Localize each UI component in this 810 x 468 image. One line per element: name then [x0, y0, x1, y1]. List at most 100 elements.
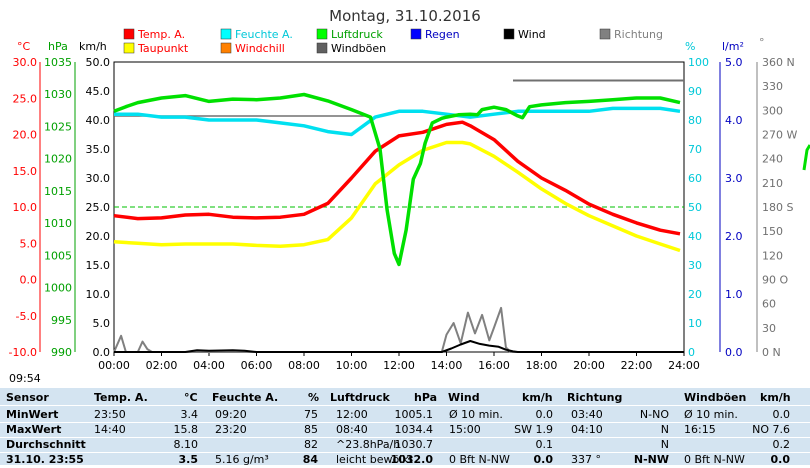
table-cell-temp: 8.10	[173, 438, 199, 451]
direction-tick-label: 60	[762, 298, 776, 311]
legend-swatch	[316, 42, 328, 54]
humidity-tick-label: 10	[688, 317, 702, 330]
table-cell-press: 1034.4	[394, 423, 434, 436]
header-gust-unit: km/h	[760, 391, 791, 404]
legend-swatch	[599, 28, 611, 40]
table-cell-temp_time: 14:40	[94, 423, 126, 436]
legend-swatch	[410, 28, 422, 40]
direction-tick-label: 120	[762, 249, 783, 262]
table-cell-label: MinWert	[6, 408, 59, 421]
legend-swatch	[503, 28, 515, 40]
table-cell-press: 1032.0	[390, 453, 433, 466]
pressure-tick-label: 1000	[44, 282, 72, 295]
rain-tick-label: 3.0	[725, 172, 743, 185]
table-cell-dir: N	[660, 423, 669, 436]
humidity-tick-label: 40	[688, 230, 702, 243]
humidity-tick-label: 80	[688, 114, 702, 127]
table-cell-hum_time: 23:20	[215, 423, 247, 436]
legend-label: Feuchte A.	[235, 28, 293, 41]
wind-axis-unit: km/h	[79, 40, 107, 53]
table-cell-gust_time: 16:15	[684, 423, 716, 436]
series-line	[114, 340, 684, 353]
table-cell-temp: 3.4	[180, 408, 199, 421]
table-cell-press_time: ^23.8hPa/h	[336, 438, 401, 451]
direction-tick-label: 360 N	[762, 56, 795, 69]
header-temp: Temp. A.	[94, 391, 148, 404]
temp-tick-label: 0.0	[20, 274, 38, 287]
pressure-tick-label: 1010	[44, 217, 72, 230]
legend-swatch	[123, 28, 135, 40]
wind-tick-label: 10.0	[86, 288, 111, 301]
table-cell-dir: N-NO	[639, 408, 669, 421]
pressure-tick-label: 995	[51, 314, 72, 327]
humidity-tick-label: 100	[688, 56, 709, 69]
direction-tick-label: 30	[762, 322, 776, 335]
header-pressure: Luftdruck	[330, 391, 390, 404]
x-tick-label: 16:00	[478, 359, 510, 372]
statistics-table: Sensor Temp. A. °C Feuchte A. % Luftdruc…	[0, 388, 810, 468]
direction-tick-label: 270 W	[762, 129, 797, 142]
table-cell-press: 1030.7	[394, 438, 434, 451]
direction-tick-label: 150	[762, 225, 783, 238]
series-line	[113, 306, 684, 353]
table-cell-wind: 0.0	[535, 408, 554, 421]
temp-tick-label: 15.0	[13, 165, 38, 178]
table-cell-gust_time: Ø 10 min.	[684, 408, 738, 421]
header-direction: Richtung	[567, 391, 623, 404]
legend-label: Windchill	[235, 42, 285, 55]
x-tick-label: 20:00	[573, 359, 605, 372]
table-cell-hum: 84	[302, 453, 318, 466]
direction-tick-label: 240	[762, 153, 783, 166]
pressure-tick-label: 1035	[44, 56, 72, 69]
weather-chart: Montag, 31.10.2016 Temp. A. Feuchte A. Luft…	[9, 7, 810, 385]
humidity-axis-unit: %	[685, 40, 695, 53]
header-pressure-unit: hPa	[414, 391, 438, 404]
humidity-tick-label: 90	[688, 85, 702, 98]
table-cell-temp: 3.5	[178, 453, 199, 466]
x-tick-label: 22:00	[621, 359, 653, 372]
pressure-tick-label: 1015	[44, 185, 72, 198]
series-line	[114, 106, 681, 137]
header-humidity-unit: %	[308, 391, 320, 404]
table-cell-gust: NO 7.6	[752, 423, 790, 436]
table-cell-label: 31.10. 23:55	[6, 453, 84, 466]
table-cell-dir_time: 04:10	[571, 423, 603, 436]
wind-tick-label: 5.0	[93, 317, 111, 330]
series-line	[113, 92, 681, 267]
table-header	[0, 388, 810, 405]
rain-tick-label: 2.0	[725, 230, 743, 243]
header-humidity: Feuchte A.	[212, 391, 279, 404]
table-cell-press_time: 08:40	[336, 423, 368, 436]
wind-tick-label: 25.0	[86, 201, 111, 214]
table-cell-gust: 0.0	[772, 408, 791, 421]
table-cell-gust: 0.0	[770, 453, 791, 466]
table-cell-temp: 15.8	[173, 423, 199, 436]
legend-swatch	[220, 42, 232, 54]
x-tick-label: 08:00	[288, 359, 320, 372]
x-tick-label: 14:00	[431, 359, 463, 372]
direction-tick-label: 300	[762, 104, 783, 117]
table-cell-dir: N	[660, 438, 669, 451]
wind-tick-label: 35.0	[86, 143, 111, 156]
legend-label: Temp. A.	[137, 28, 185, 41]
direction-axis-unit: °	[759, 36, 765, 49]
rain-tick-label: 5.0	[725, 56, 743, 69]
wind-tick-label: 15.0	[86, 259, 111, 272]
wind-tick-label: 20.0	[86, 230, 111, 243]
temp-tick-label: 25.0	[13, 92, 38, 105]
legend-label: Luftdruck	[331, 28, 383, 41]
humidity-tick-label: 20	[688, 288, 702, 301]
series-line	[113, 140, 681, 253]
legend-label: Regen	[425, 28, 460, 41]
humidity-tick-label: 30	[688, 259, 702, 272]
table-cell-label: Durchschnitt	[6, 438, 86, 451]
humidity-tick-label: 70	[688, 143, 702, 156]
direction-tick-label: 180 S	[762, 201, 793, 214]
x-tick-label: 18:00	[526, 359, 558, 372]
humidity-tick-label: 60	[688, 172, 702, 185]
direction-tick-label: 0 N	[762, 346, 781, 359]
x-tick-label: 02:00	[146, 359, 178, 372]
pressure-tick-label: 1020	[44, 153, 72, 166]
x-tick-label: 10:00	[336, 359, 368, 372]
table-cell-hum: 85	[304, 423, 318, 436]
